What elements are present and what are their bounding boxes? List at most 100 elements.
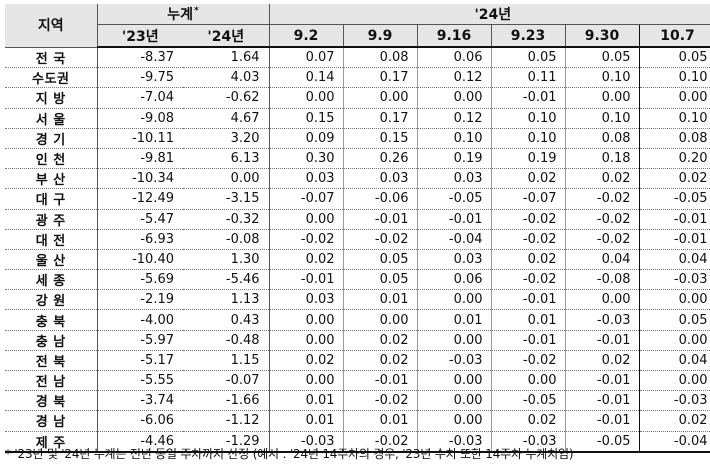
header-week-6-highlighted: 10.7	[638, 24, 710, 48]
cumulative-2024-cell: -0.32	[183, 209, 270, 230]
week-cell: 0.03	[269, 168, 344, 190]
week-cell: 0.00	[416, 370, 492, 392]
week-cell: 0.00	[416, 390, 492, 412]
region-cell: 전 국	[5, 47, 98, 69]
week-cell: 0.00	[416, 289, 492, 311]
cumulative-2024-cell: 0.00	[183, 168, 270, 190]
week-cell: 0.17	[342, 67, 418, 89]
cumulative-2023-cell: -10.11	[97, 128, 183, 149]
week-cell: -0.08	[564, 269, 640, 291]
week-cell-highlighted: -0.01	[638, 229, 710, 250]
week-cell-highlighted: -0.01	[638, 209, 710, 230]
week-cell: -0.03	[564, 309, 640, 331]
cumulative-2023-cell: -4.00	[97, 309, 183, 331]
week-cell: 0.15	[269, 108, 344, 129]
footnote-marker: *	[194, 6, 199, 17]
week-cell: 0.09	[269, 128, 344, 149]
week-cell-highlighted: 0.02	[638, 168, 710, 190]
week-cell: -0.02	[342, 431, 418, 453]
week-cell: -0.01	[564, 370, 640, 392]
week-cell: 0.01	[342, 289, 418, 311]
header-cum-2024: '24년	[183, 24, 270, 48]
week-cell: 0.02	[490, 249, 566, 271]
week-cell: 0.14	[269, 67, 344, 89]
table-row: 수도권 -9.75 4.03 0.14 0.17 0.12 0.11 0.10 0.10	[5, 67, 710, 89]
week-cell: 0.00	[342, 309, 418, 331]
week-cell: 0.10	[564, 108, 640, 129]
region-cell: 광 주	[5, 209, 98, 230]
region-cell: 전 북	[5, 350, 98, 372]
week-cell: 0.01	[269, 410, 344, 432]
week-cell: 0.02	[490, 410, 566, 432]
week-cell: -0.06	[342, 188, 418, 210]
table-row: 경 북 -3.74 -1.66 0.01 -0.02 0.00 -0.05 -0.01 -0.0…	[5, 390, 710, 412]
table-row: 경 기 -10.11 3.20 0.09 0.15 0.10 0.10 0.08 0.08	[5, 128, 710, 149]
table-row: 제 주 -4.46 -1.29 -0.03 -0.02 -0.03 -0.03 -0.05 -0…	[5, 431, 710, 453]
week-cell: -0.02	[269, 229, 344, 250]
week-cell: -0.01	[564, 330, 640, 351]
week-cell: 0.00	[269, 370, 344, 392]
header-row-top: 지역 누계* '24년	[5, 4, 710, 48]
week-cell-highlighted: 0.20	[638, 148, 710, 170]
cumulative-2024-cell: 3.20	[183, 128, 270, 149]
week-cell: -0.02	[490, 229, 566, 250]
week-cell: 0.00	[564, 87, 640, 109]
cumulative-2024-cell: 1.30	[183, 249, 270, 271]
header-week-4: 9.23	[490, 24, 566, 48]
week-cell-highlighted: -0.05	[638, 188, 710, 210]
week-cell: 0.30	[269, 148, 344, 170]
week-cell-highlighted: -0.03	[638, 390, 710, 412]
cumulative-2023-cell: -10.34	[97, 168, 183, 190]
cumulative-2023-cell: -10.40	[97, 249, 183, 271]
cumulative-2024-cell: 6.13	[183, 148, 270, 170]
week-cell: 0.19	[416, 148, 492, 170]
region-cell: 강 원	[5, 289, 98, 311]
week-cell: 0.12	[416, 108, 492, 129]
table-row: 광 주 -5.47 -0.32 0.00 -0.01 -0.01 -0.02 -0.02 -0.…	[5, 209, 710, 230]
week-cell: 0.01	[342, 410, 418, 432]
week-cell: 0.02	[269, 249, 344, 271]
header-cumulative-label: 누계	[167, 7, 194, 23]
week-cell: 0.10	[490, 108, 566, 129]
week-cell: 0.12	[416, 67, 492, 89]
week-cell: 0.07	[269, 47, 344, 69]
week-cell: 0.00	[416, 410, 492, 432]
region-cell: 울 산	[5, 249, 98, 271]
week-cell: -0.02	[342, 229, 418, 250]
week-cell: 0.02	[342, 330, 418, 351]
cumulative-2024-cell: 1.64	[183, 47, 270, 69]
region-cell: 충 북	[5, 309, 98, 331]
week-cell: -0.01	[564, 410, 640, 432]
header-region: 지역	[5, 4, 97, 48]
week-cell: -0.01	[342, 209, 418, 230]
table-row: 울 산 -10.40 1.30 0.02 0.05 0.03 0.02 0.04 0.04	[5, 249, 710, 271]
week-cell-highlighted: 0.04	[638, 249, 710, 271]
week-cell: -0.02	[342, 390, 418, 412]
region-cell: 부 산	[5, 168, 98, 190]
week-cell: -0.02	[564, 209, 640, 230]
cumulative-2024-cell: -0.07	[183, 370, 270, 392]
cumulative-2024-cell: 0.43	[183, 309, 270, 331]
week-cell: 0.00	[342, 87, 418, 109]
cumulative-2023-cell: -9.08	[97, 108, 183, 129]
region-cell: 충 남	[5, 330, 98, 351]
week-cell: -0.02	[490, 350, 566, 372]
cumulative-2023-cell: -5.97	[97, 330, 183, 351]
header-week-1: 9.2	[268, 24, 344, 48]
week-cell: -0.01	[490, 330, 566, 351]
table-row: 경 남 -6.06 -1.12 0.01 0.01 0.00 0.02 -0.01 0.02	[5, 410, 710, 432]
week-cell-highlighted: -0.03	[638, 269, 710, 291]
cumulative-2024-cell: -3.15	[183, 188, 270, 210]
week-cell: 0.03	[342, 168, 418, 190]
week-cell: 0.05	[564, 47, 640, 69]
header-row-bottom: '23년 '24년 9.2 9.9 9.16 9.23 9.30 10.7	[5, 24, 710, 48]
week-cell: -0.02	[564, 229, 640, 250]
region-cell: 수도권	[5, 67, 98, 89]
week-cell: 0.03	[269, 289, 344, 311]
week-cell: 0.00	[269, 87, 344, 109]
table-row: 인 천 -9.81 6.13 0.30 0.26 0.19 0.19 0.18 0.20	[5, 148, 710, 170]
cumulative-2024-cell: 4.03	[183, 67, 270, 89]
week-cell: 0.02	[490, 168, 566, 190]
week-cell: -0.05	[416, 188, 492, 210]
week-cell: -0.07	[490, 188, 566, 210]
